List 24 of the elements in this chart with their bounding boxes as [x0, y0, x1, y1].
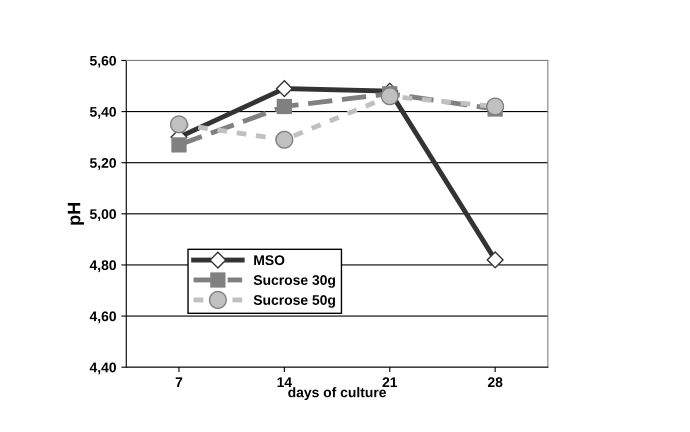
x-tick-label: 28 [488, 377, 502, 388]
y-tick-label: 4,60 [90, 311, 116, 324]
y-tick-label: 5,00 [90, 209, 116, 222]
point [276, 80, 293, 98]
point [171, 137, 187, 152]
point [486, 97, 504, 116]
x-axis-title: days of culture [288, 387, 386, 400]
point [486, 251, 504, 268]
point [276, 98, 292, 114]
x-tick-label: 21 [382, 377, 398, 387]
x-tick-label: 7 [176, 377, 182, 387]
point [275, 130, 294, 149]
y-axis-title: pH [68, 203, 84, 225]
y-tick-label: 5,40 [90, 106, 116, 119]
x-tick-label: 14 [278, 377, 292, 387]
point [380, 87, 399, 106]
legend-label: MSO [254, 255, 284, 266]
y-tick-label: 4,40 [90, 362, 116, 374]
legend-label: Sucrose 50g [254, 295, 335, 308]
y-tick-label: 4,80 [90, 260, 116, 272]
y-tick-label: 5,20 [90, 158, 116, 170]
legend-label: Sucrose 30g [254, 275, 335, 288]
y-tick-label: 5,60 [90, 56, 116, 68]
point [170, 115, 188, 134]
